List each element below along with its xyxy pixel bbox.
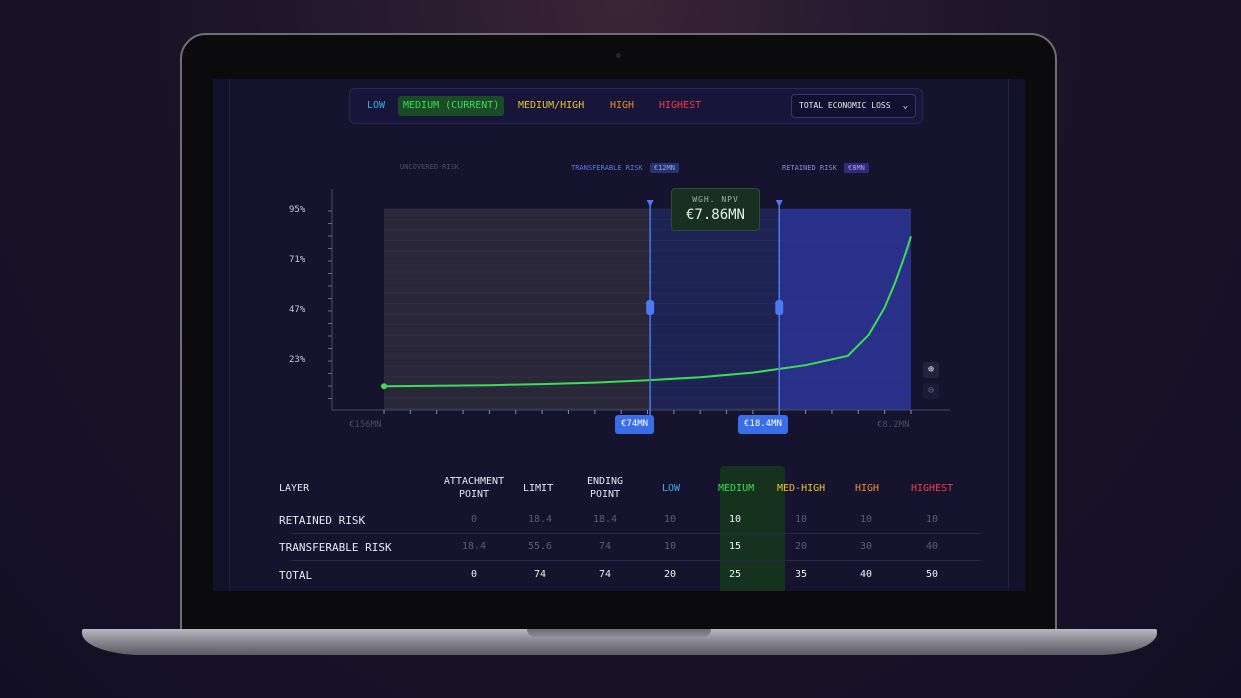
retained-risk-text: RETAINED RISK (782, 164, 837, 172)
tab-highest[interactable]: HIGHEST (659, 100, 702, 111)
loss-type-dropdown[interactable]: TOTAL ECONOMIC LOSS ⌄ (791, 94, 916, 118)
header-low: LOW (662, 483, 681, 494)
cell-high: 40 (859, 569, 873, 580)
attachment-marker-label[interactable]: €74MN (615, 415, 655, 434)
cell-ending: 74 (598, 541, 612, 552)
cell-low: 10 (663, 514, 677, 525)
cell-highest: 10 (925, 514, 939, 525)
cell-low: 10 (663, 541, 677, 552)
header-med-high: MED-HIGH (777, 483, 826, 494)
cell-ending: 74 (598, 569, 612, 580)
uncovered-risk-label: UNCOVERED RISK (400, 163, 459, 171)
marker-arrow-icon (775, 200, 783, 207)
y-tick-label: 47% (289, 305, 306, 315)
header-high: HIGH (855, 483, 880, 494)
cell-limit: 18.4 (527, 514, 553, 525)
cell-attach: 0 (470, 514, 478, 525)
retained-risk-badge: €8MN (844, 163, 869, 173)
transferable-risk-text: TRANSFERABLE RISK (571, 164, 643, 172)
cell-medium: 25 (728, 569, 742, 580)
laptop-notch (527, 629, 711, 637)
x-axis-end-label: €8.2MN (877, 420, 910, 430)
app-panel: LOW MEDIUM (CURRENT) MEDIUM/HIGH HIGH HI… (229, 79, 1009, 591)
risk-level-bar: LOW MEDIUM (CURRENT) MEDIUM/HIGH HIGH HI… (349, 88, 923, 124)
header-attachment-point: ATTACHMENT POINT (442, 475, 506, 501)
camera-icon (616, 53, 621, 58)
x-axis-start-label: €156MN (349, 420, 382, 430)
retained-risk-label: RETAINED RISK €8MN (782, 163, 869, 173)
cell-high: 10 (859, 514, 873, 525)
loss-curve-line (383, 235, 912, 388)
header-layer: LAYER (279, 483, 310, 494)
header-highest: HIGHEST (911, 483, 954, 494)
transferable-risk-badge: €12MN (649, 163, 679, 173)
header-ending-line1: ENDING (586, 476, 624, 487)
row-divider (291, 560, 981, 561)
dropdown-label: TOTAL ECONOMIC LOSS (799, 101, 891, 110)
zoom-in-icon[interactable]: ⊕ (923, 362, 939, 378)
y-tick-label: 71% (289, 255, 306, 265)
cell-low: 20 (663, 569, 677, 580)
cell-highest: 50 (925, 569, 939, 580)
risk-curve-chart (328, 189, 950, 415)
cell-medhigh: 35 (794, 569, 808, 580)
laptop-screen: LOW MEDIUM (CURRENT) MEDIUM/HIGH HIGH HI… (213, 79, 1025, 591)
header-medium: MEDIUM (718, 483, 755, 494)
tab-medium-high[interactable]: MEDIUM/HIGH (518, 100, 585, 111)
cell-attach: 0 (470, 569, 478, 580)
cell-limit: 55.6 (527, 541, 553, 552)
header-ending-line2: POINT (589, 489, 621, 500)
header-attachment-line2: POINT (458, 489, 490, 500)
cell-medium: 10 (728, 514, 742, 525)
npv-tooltip: WGH. NPV €7.86MN (671, 188, 760, 231)
marker-arrow-icon (646, 200, 654, 207)
curve-start-point (381, 383, 387, 390)
cell-highest: 40 (925, 541, 939, 552)
y-tick-label: 95% (289, 205, 306, 215)
cell-layer: TRANSFERABLE RISK (279, 541, 392, 554)
marker-drag-handle (775, 300, 784, 315)
cell-limit: 74 (533, 569, 547, 580)
y-tick-label: 23% (289, 355, 306, 365)
transferable-risk-label: TRANSFERABLE RISK €12MN (571, 163, 679, 173)
chevron-down-icon: ⌄ (902, 101, 908, 111)
uncovered-risk-region (384, 209, 651, 410)
header-limit: LIMIT (523, 483, 554, 494)
cell-attach: 18.4 (461, 541, 487, 552)
marker-drag-handle (646, 300, 655, 315)
retention-marker-label[interactable]: €18.4MN (738, 415, 788, 434)
tab-high[interactable]: HIGH (610, 100, 635, 111)
cell-high: 30 (859, 541, 873, 552)
row-divider (291, 533, 981, 534)
uncovered-risk-text: UNCOVERED RISK (400, 163, 460, 171)
npv-label: WGH. NPV (692, 195, 739, 204)
cell-medium: 15 (728, 541, 742, 552)
cell-medhigh: 10 (794, 514, 808, 525)
retained-risk-region (779, 209, 911, 410)
cell-ending: 18.4 (592, 514, 618, 525)
header-attachment-line1: ATTACHMENT (443, 476, 505, 487)
cell-layer: RETAINED RISK (279, 514, 366, 527)
header-ending-point: ENDING POINT (584, 475, 626, 501)
tab-medium-current[interactable]: MEDIUM (CURRENT) (398, 96, 505, 116)
zoom-out-icon[interactable]: ⊖ (923, 383, 939, 399)
cell-layer: TOTAL (279, 569, 313, 582)
tab-low[interactable]: LOW (367, 100, 386, 111)
npv-value: €7.86MN (685, 207, 745, 223)
medium-column-highlight (720, 466, 785, 591)
cell-medhigh: 20 (794, 541, 808, 552)
